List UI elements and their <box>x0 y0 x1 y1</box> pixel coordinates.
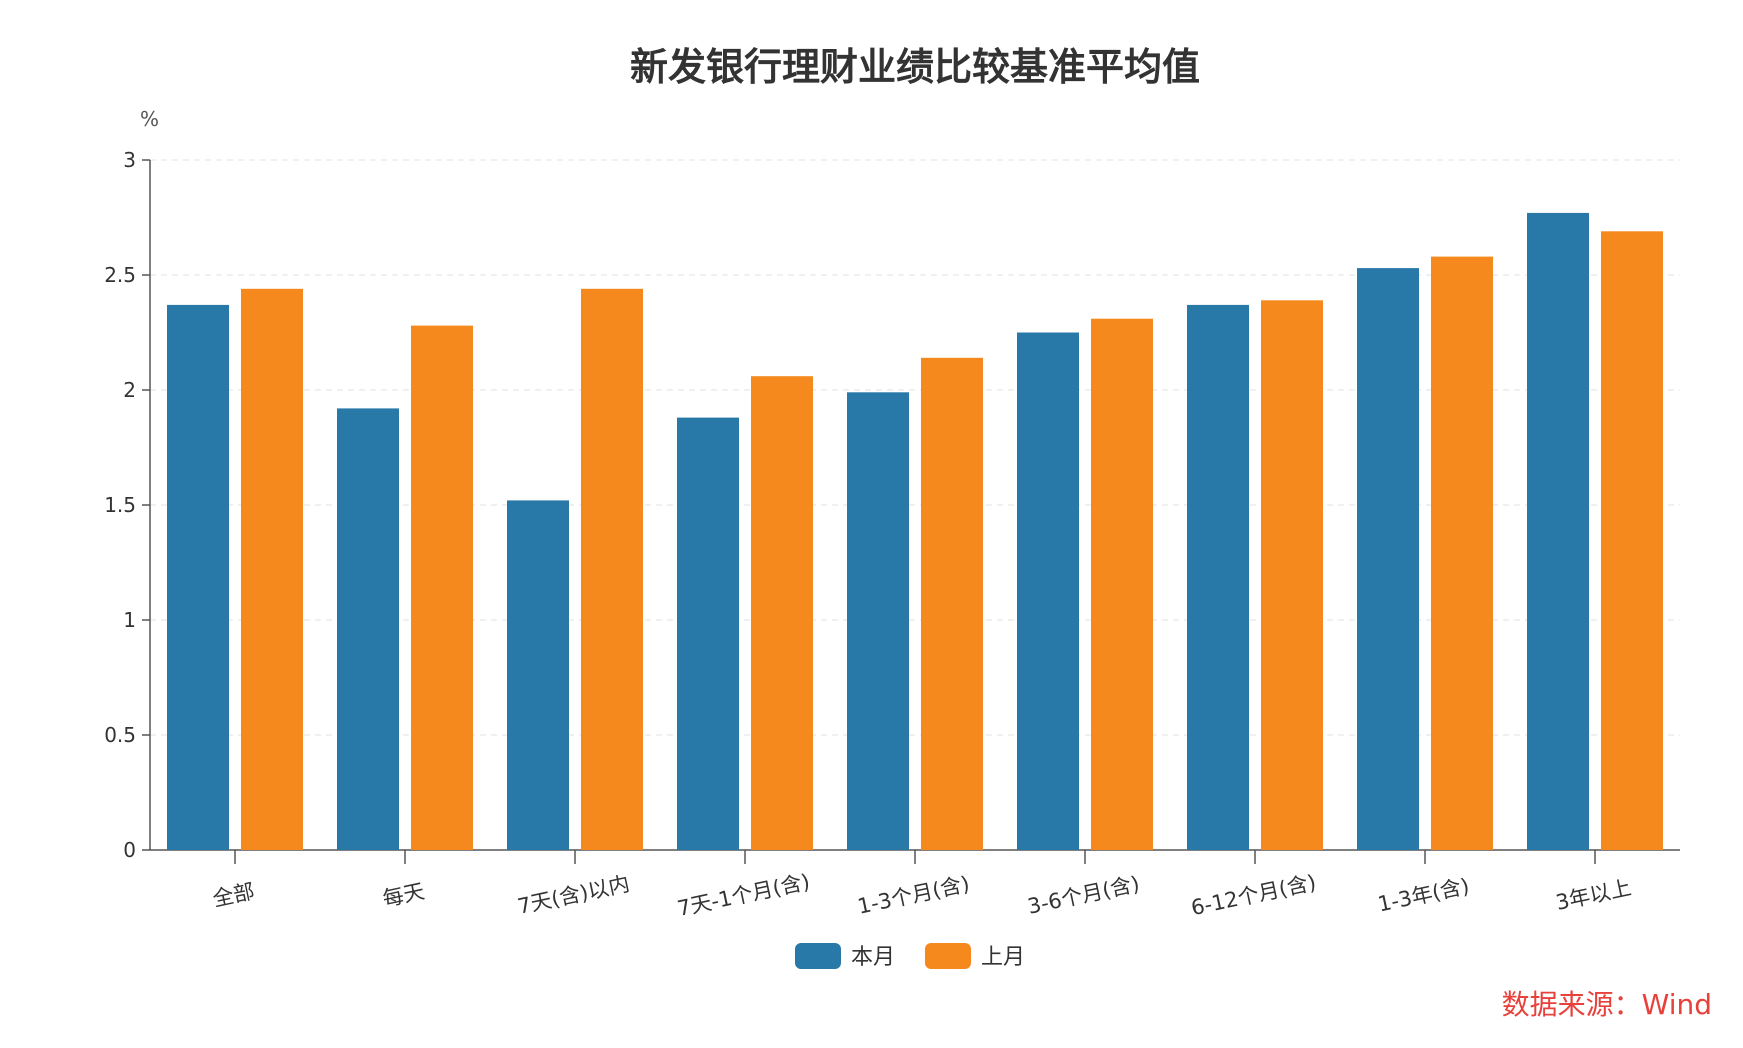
y-axis-unit-label: % <box>140 107 159 131</box>
bar-last-month <box>581 288 643 850</box>
legend-swatch <box>795 943 841 969</box>
y-tick-label: 2.5 <box>104 263 136 287</box>
bar-last-month <box>1601 231 1663 851</box>
bar-this-month <box>1357 268 1419 851</box>
bar-this-month <box>167 304 229 850</box>
bars <box>167 212 1663 851</box>
x-tick-label: 每天 <box>381 879 427 911</box>
legend-label: 上月 <box>981 945 1025 970</box>
bar-this-month <box>1017 332 1079 850</box>
legend: 本月 上月 <box>795 943 1025 970</box>
bar-last-month <box>241 288 303 850</box>
bar-this-month <box>507 500 569 850</box>
axes <box>142 159 1680 864</box>
grid-lines <box>150 159 1680 736</box>
x-tick-label: 全部 <box>211 879 257 911</box>
y-tick-label: 1 <box>123 608 136 632</box>
legend-swatch <box>925 943 971 969</box>
x-tick-label: 3年以上 <box>1554 875 1634 914</box>
y-tick-label: 0 <box>123 838 136 862</box>
y-tick-label: 1.5 <box>104 493 136 517</box>
x-tick-label: 1-3个月(含) <box>855 872 971 919</box>
bar-this-month <box>337 408 399 850</box>
x-tick-label: 7天-1个月(含) <box>675 869 812 920</box>
y-tick-label: 0.5 <box>104 723 136 747</box>
bar-last-month <box>1091 318 1153 850</box>
bar-last-month <box>921 357 983 850</box>
bar-last-month <box>751 376 813 850</box>
chart-title: 新发银行理财业绩比较基准平均值 <box>630 45 1200 89</box>
bar-this-month <box>677 417 739 850</box>
y-tick-label: 2 <box>123 378 136 402</box>
legend-label: 本月 <box>851 945 895 970</box>
y-tick-label: 3 <box>123 148 136 172</box>
bar-last-month <box>411 325 473 851</box>
source-note: 数据来源：Wind <box>1502 988 1712 1021</box>
bar-last-month <box>1431 256 1493 851</box>
bar-this-month <box>847 392 909 850</box>
bar-last-month <box>1261 300 1323 850</box>
x-tick-label: 1-3年(含) <box>1376 874 1472 917</box>
x-tick-label: 7天(含)以内 <box>515 872 631 919</box>
bar-this-month <box>1527 212 1589 850</box>
x-tick-label: 3-6个月(含) <box>1025 872 1141 919</box>
x-tick-label: 6-12个月(含) <box>1189 870 1318 920</box>
bar-this-month <box>1187 304 1249 850</box>
